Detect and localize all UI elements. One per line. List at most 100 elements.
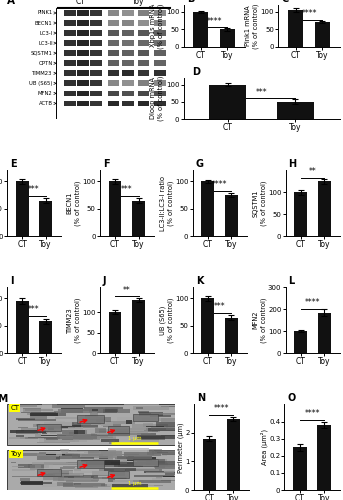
Bar	[101, 422, 114, 426]
Bar	[96, 417, 111, 422]
Bar	[77, 80, 89, 86]
Text: C: C	[282, 0, 289, 4]
Bar	[44, 464, 53, 468]
Bar	[19, 452, 37, 456]
Text: H: H	[288, 159, 297, 169]
Bar	[108, 90, 119, 96]
Bar	[77, 30, 89, 36]
Bar	[66, 480, 98, 482]
Bar	[91, 10, 102, 16]
Bar	[132, 424, 168, 428]
Bar	[152, 450, 188, 454]
Bar	[154, 465, 165, 468]
Bar	[93, 459, 128, 464]
Text: K: K	[196, 276, 203, 286]
Bar	[108, 448, 149, 452]
Bar	[69, 472, 110, 475]
Bar	[122, 60, 134, 66]
Bar	[108, 471, 129, 478]
Bar	[108, 60, 119, 66]
Bar	[294, 447, 307, 490]
Bar	[84, 419, 105, 423]
Text: J: J	[103, 276, 106, 286]
Bar	[19, 464, 49, 468]
Bar	[95, 432, 108, 436]
Bar	[201, 298, 214, 353]
Bar	[17, 431, 48, 432]
Bar	[108, 80, 119, 86]
Bar	[82, 454, 103, 456]
Bar	[32, 462, 68, 465]
Bar	[20, 478, 30, 480]
Bar	[138, 100, 150, 106]
Bar	[59, 454, 80, 458]
Bar	[63, 466, 92, 467]
Text: TIMM23: TIMM23	[32, 71, 53, 76]
Bar	[16, 182, 28, 236]
Bar	[162, 454, 184, 455]
Bar	[166, 426, 197, 430]
Text: **: **	[123, 286, 131, 295]
Bar	[64, 70, 76, 76]
Y-axis label: Xbp1s mRNA
(% of control): Xbp1s mRNA (% of control)	[151, 3, 164, 48]
Bar	[74, 476, 91, 481]
Bar	[137, 436, 175, 440]
Text: OPTN: OPTN	[38, 60, 53, 66]
Bar	[225, 195, 238, 236]
Bar	[149, 452, 167, 456]
Bar	[57, 434, 97, 440]
Bar	[28, 464, 47, 468]
Text: CT: CT	[76, 0, 86, 6]
Bar	[101, 484, 107, 487]
Bar	[146, 472, 174, 475]
Text: ****: ****	[301, 10, 317, 18]
Bar	[277, 102, 314, 119]
Bar	[90, 412, 98, 418]
Bar	[36, 424, 60, 426]
Text: 1 µm: 1 µm	[128, 480, 141, 486]
Bar	[77, 20, 89, 26]
Bar	[155, 465, 180, 469]
Bar	[226, 418, 240, 490]
Text: ACTB: ACTB	[39, 101, 53, 106]
Bar	[64, 80, 76, 86]
Bar	[126, 420, 132, 424]
Bar	[69, 432, 78, 436]
Bar	[12, 476, 52, 477]
Bar	[91, 50, 102, 56]
Bar	[60, 449, 69, 452]
Bar	[71, 450, 78, 454]
Bar	[138, 10, 150, 16]
Bar	[139, 480, 171, 482]
Bar	[56, 8, 171, 119]
Bar	[122, 10, 134, 16]
Bar	[41, 435, 77, 436]
Bar	[157, 452, 168, 453]
Bar	[91, 30, 102, 36]
Bar	[49, 464, 85, 465]
Bar	[120, 431, 130, 434]
Text: O: O	[287, 392, 296, 402]
Bar	[62, 439, 93, 440]
Text: ****: ****	[206, 17, 222, 26]
Text: Toy: Toy	[132, 0, 144, 6]
Bar	[138, 50, 150, 56]
Text: F: F	[103, 159, 109, 169]
Bar	[82, 410, 98, 411]
Bar	[29, 465, 44, 470]
Bar	[45, 422, 81, 425]
Text: ***: ***	[214, 302, 225, 311]
Bar	[162, 418, 192, 422]
Bar	[20, 482, 52, 484]
Bar	[152, 459, 167, 464]
Bar	[60, 450, 99, 453]
Bar	[152, 430, 160, 432]
Bar	[108, 30, 119, 36]
Text: ***: ***	[121, 185, 133, 194]
Bar	[114, 462, 143, 467]
Bar	[141, 463, 167, 466]
Bar	[39, 452, 66, 454]
Bar	[16, 435, 24, 437]
Bar	[126, 468, 159, 471]
Bar	[56, 456, 94, 460]
